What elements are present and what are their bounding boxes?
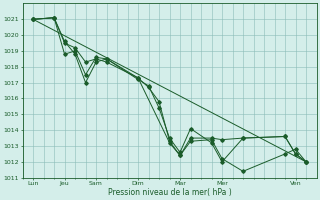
X-axis label: Pression niveau de la mer( hPa ): Pression niveau de la mer( hPa ) [108,188,231,197]
